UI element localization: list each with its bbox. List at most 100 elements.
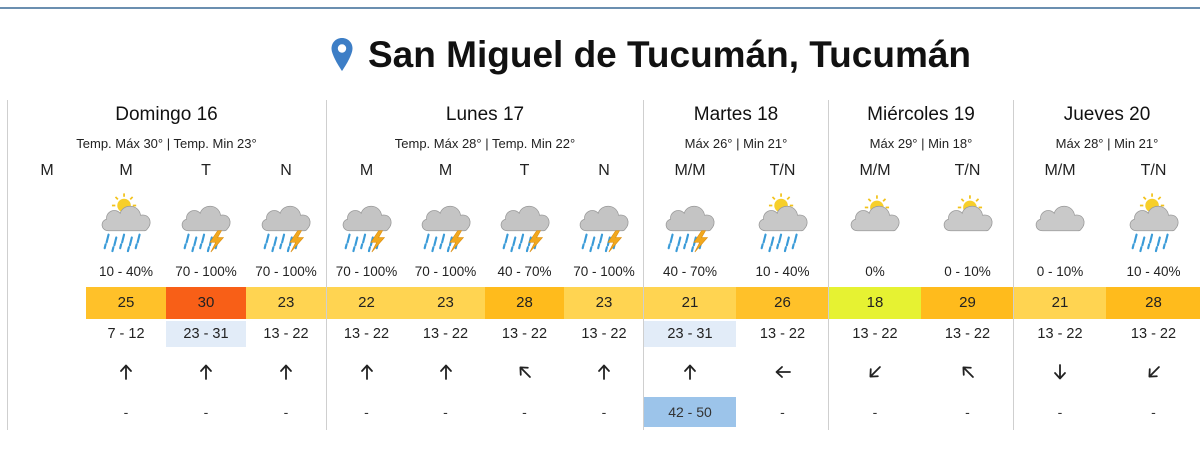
period-column: T/N 0 - 10% 29 13 - 22 - xyxy=(921,100,1014,430)
wind-gust: - xyxy=(872,404,878,420)
rain-probability: 70 - 100% xyxy=(414,264,477,279)
period-column: M/M 0 - 10% 21 13 - 22 - xyxy=(1014,100,1106,430)
top-divider xyxy=(0,7,1200,9)
wind-gust: - xyxy=(1151,404,1156,420)
wind-speed: 13 - 22 xyxy=(944,326,991,342)
rain-probability: 10 - 40% xyxy=(98,264,154,279)
wind-direction-arrow-icon xyxy=(120,364,132,380)
period-column: M/M 0% 18 13 - 22 - xyxy=(829,100,921,430)
rain-probability: 0 - 10% xyxy=(1036,264,1084,279)
wind-speed: 13 - 22 xyxy=(852,326,898,342)
rain-probability: 70 - 100% xyxy=(335,264,398,279)
rain-probability: 40 - 70% xyxy=(662,264,718,279)
wind-direction-arrow-icon xyxy=(598,364,610,380)
day-name: Jueves 20 xyxy=(1063,104,1151,125)
period-column: M 70 - 100% 23 13 - 22 - xyxy=(406,100,485,430)
wind-gust: - xyxy=(1057,404,1063,420)
period-column: N 70 - 100% 23 13 - 22 - xyxy=(246,100,326,430)
wind-gust: - xyxy=(203,404,209,420)
period-column: M 10 - 40% 25 7 - 12 - xyxy=(86,100,166,430)
location-header: San Miguel de Tucumán, Tucumán xyxy=(330,30,971,80)
temperature-cell: 21 xyxy=(644,287,736,319)
wind-direction-arrow-icon xyxy=(360,364,373,380)
day-column: Miércoles 19 Máx 29° | Min 18° M/M 0% 18 13 -… xyxy=(828,100,1014,430)
period-label: M xyxy=(119,162,133,179)
temperature-cell: 23 xyxy=(406,287,485,319)
period-label: M/M xyxy=(674,162,706,179)
wind-direction-arrow-icon xyxy=(869,366,881,378)
temperature-cell xyxy=(8,287,86,319)
period-column: T 40 - 70% 28 13 - 22 - xyxy=(485,100,564,430)
wind-speed: 13 - 22 xyxy=(1130,326,1177,342)
wind-gust xyxy=(8,397,86,427)
rain-probability: 40 - 70% xyxy=(497,264,552,279)
rain-probability: 70 - 100% xyxy=(175,264,237,279)
period-label: M xyxy=(359,162,374,179)
day-name: Miércoles 19 xyxy=(867,104,975,125)
day-column: Jueves 20 Máx 28° | Min 21° M/M 0 - 10% 21 13… xyxy=(1013,100,1200,430)
cloud-sun-rain-icon xyxy=(758,193,807,253)
wind-gust: - xyxy=(601,404,607,420)
period-label: T/N xyxy=(769,162,796,179)
wind-gust: - xyxy=(364,404,369,420)
thunderstorm-icon xyxy=(261,205,311,253)
cloud-sun-rain-icon xyxy=(1129,193,1178,253)
partly-cloudy-icon xyxy=(943,195,992,232)
wind-speed: 13 - 22 xyxy=(422,326,469,342)
day-temp-summary: Temp. Máx 30° | Temp. Min 23° xyxy=(76,136,257,151)
wind-gust: 42 - 50 xyxy=(644,397,736,427)
rain-probability: 70 - 100% xyxy=(573,264,635,279)
wind-direction-arrow-icon xyxy=(962,366,974,378)
day-column: Domingo 16 Temp. Máx 30° | Temp. Min 23° M… xyxy=(7,100,326,430)
temperature-cell: 23 xyxy=(564,287,644,319)
wind-speed: 13 - 22 xyxy=(343,326,390,342)
thunderstorm-icon xyxy=(500,205,549,253)
temperature-cell: 29 xyxy=(921,287,1014,319)
period-label: T xyxy=(519,162,530,179)
thunderstorm-icon xyxy=(665,205,715,253)
period-column: M 70 - 100% 22 13 - 22 - xyxy=(327,100,406,430)
day-temp-summary: Máx 26° | Min 21° xyxy=(684,136,788,151)
period-label: T/N xyxy=(954,162,981,179)
thunderstorm-icon xyxy=(181,205,231,253)
period-label: T xyxy=(201,162,211,179)
temperature-cell: 18 xyxy=(829,287,921,319)
wind-speed: 13 - 22 xyxy=(501,326,548,342)
wind-speed: 13 - 22 xyxy=(1037,326,1083,342)
wind-direction-arrow-icon xyxy=(200,364,212,380)
temperature-cell: 25 xyxy=(86,287,166,319)
wind-direction-arrow-icon xyxy=(1148,366,1160,378)
wind-gust: - xyxy=(443,404,448,420)
partly-cloudy-icon xyxy=(850,195,900,232)
wind-direction-arrow-icon xyxy=(1054,364,1066,380)
cloud-icon xyxy=(1035,205,1085,232)
wind-direction-arrow-icon xyxy=(439,364,452,380)
day-column: Lunes 17 Temp. Máx 28° | Temp. Min 22° M 70… xyxy=(326,100,644,430)
period-column: T 70 - 100% 30 23 - 31 - xyxy=(166,100,246,430)
period-column: T/N 10 - 40% 26 13 - 22 - xyxy=(736,100,829,430)
wind-speed: 13 - 22 xyxy=(759,326,806,342)
rain-probability: 10 - 40% xyxy=(755,264,810,279)
wind-gust: - xyxy=(283,404,289,420)
wind-gust: - xyxy=(123,404,129,420)
temperature-cell: 28 xyxy=(485,287,564,319)
day-name: Domingo 16 xyxy=(115,104,218,125)
temperature-cell: 23 xyxy=(246,287,326,319)
wind-direction-arrow-icon xyxy=(280,364,292,380)
wind-gust: - xyxy=(522,404,527,420)
period-label: T/N xyxy=(1140,162,1167,179)
period-label: N xyxy=(598,162,610,179)
thunderstorm-icon xyxy=(342,205,391,253)
period-column: M xyxy=(8,100,86,430)
period-label: M xyxy=(40,162,54,179)
period-column: T/N 10 - 40% 28 13 - 22 - xyxy=(1106,100,1200,430)
period-label: M xyxy=(438,162,453,179)
day-temp-summary: Temp. Máx 28° | Temp. Min 22° xyxy=(394,136,576,151)
day-column: Martes 18 Máx 26° | Min 21° M/M 40 - 70% 21 2… xyxy=(643,100,829,430)
wind-gust: - xyxy=(965,404,970,420)
period-label: M/M xyxy=(859,162,891,179)
temperature-cell: 28 xyxy=(1106,287,1200,319)
wind-speed: 13 - 22 xyxy=(263,326,309,342)
wind-speed: 23 - 31 xyxy=(644,321,736,347)
temperature-cell: 22 xyxy=(327,287,406,319)
